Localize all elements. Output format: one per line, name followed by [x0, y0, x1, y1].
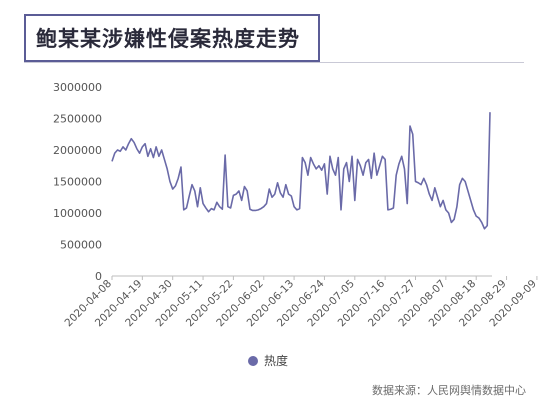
y-tick-label: 0 — [95, 270, 102, 283]
x-axis: 2020-04-082020-04-192020-04-302020-05-11… — [62, 275, 539, 329]
title-box: 鲍某某涉嫌性侵案热度走势 — [24, 14, 320, 62]
y-tick-label: 2000000 — [53, 144, 102, 157]
series-line-热度 — [111, 112, 491, 230]
source-note: 数据来源：人民网舆情数据中心 — [372, 384, 526, 397]
header-divider — [24, 62, 524, 63]
chart-title: 鲍某某涉嫌性侵案热度走势 — [36, 27, 300, 51]
legend-marker — [248, 355, 258, 366]
legend-label: 热度 — [264, 354, 289, 368]
y-axis: 0 500000 1000000 1500000 2000000 2500000 30000… — [53, 81, 102, 283]
y-tick-label: 3000000 — [53, 81, 102, 94]
y-tick-label: 2500000 — [53, 113, 102, 126]
series-group — [111, 112, 491, 230]
y-tick-label: 1000000 — [53, 207, 102, 220]
y-tick-label: 500000 — [60, 239, 102, 252]
y-tick-label: 1500000 — [53, 176, 102, 189]
legend: 热度 — [248, 352, 288, 369]
